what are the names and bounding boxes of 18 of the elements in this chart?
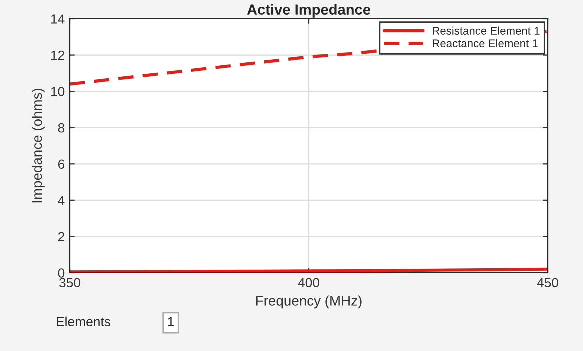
y-tick-label: 8 bbox=[58, 123, 65, 133]
y-tick-label: 14 bbox=[51, 14, 65, 24]
x-axis-title: Frequency (MHz) bbox=[256, 296, 362, 309]
y-tick-label: 0 bbox=[58, 268, 65, 278]
y-tick-label: 6 bbox=[58, 160, 65, 170]
legend-label: Resistance Element 1 bbox=[433, 26, 540, 35]
text: 1 bbox=[168, 317, 174, 326]
y-axis-title: Impedance (ohms) bbox=[32, 88, 45, 203]
y-tick-label: 2 bbox=[58, 232, 64, 242]
chart-title: Active Impedance bbox=[247, 4, 371, 18]
y-tick-label: 12 bbox=[51, 50, 64, 60]
y-tick-label: 4 bbox=[58, 196, 65, 206]
x-tick-label: 450 bbox=[537, 278, 558, 288]
x-tick-label: 400 bbox=[298, 278, 320, 288]
legend-label: Reactance Element 1 bbox=[433, 39, 538, 48]
text: Elements bbox=[57, 316, 111, 327]
y-tick-label: 10 bbox=[51, 87, 65, 96]
x-tick-label: 350 bbox=[59, 278, 80, 288]
